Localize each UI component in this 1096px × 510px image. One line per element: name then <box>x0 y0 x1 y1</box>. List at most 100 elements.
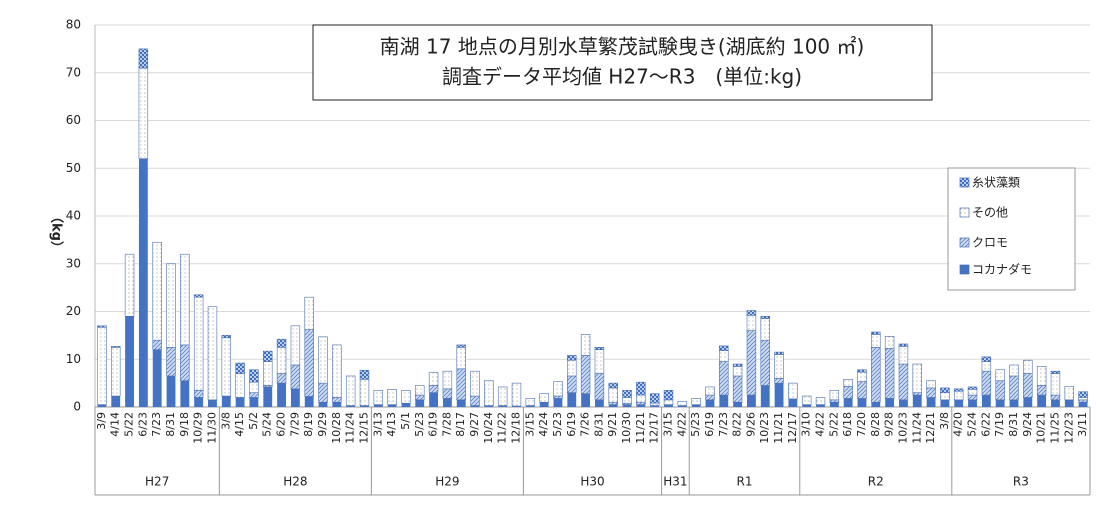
x-tick-label: 6/19 <box>703 412 716 437</box>
bar-segment <box>387 389 397 405</box>
bar-segment <box>622 397 632 404</box>
x-tick-label: 5/24 <box>966 412 979 437</box>
y-tick-label: 80 <box>66 18 81 32</box>
bar-segment <box>166 347 176 377</box>
x-tick-label: 8/17 <box>454 412 467 437</box>
bar-segment <box>747 395 756 407</box>
bar-segment <box>304 296 314 330</box>
bar-segment <box>221 337 232 397</box>
x-tick-label: 4/20 <box>952 412 965 437</box>
x-tick-label: 9/28 <box>883 412 896 437</box>
bar-segment <box>152 241 162 341</box>
bar-segment <box>567 355 577 361</box>
bar-segment <box>912 392 922 396</box>
bar-segment <box>1064 399 1074 407</box>
bar-segment <box>97 326 107 405</box>
bar-segment <box>829 389 840 401</box>
bar-segment <box>387 404 397 407</box>
bar-segment <box>967 389 978 396</box>
bar-segment <box>1023 397 1033 407</box>
bar-segment <box>871 331 881 335</box>
x-tick-label: 5/23 <box>413 412 426 437</box>
legend-label: 糸状藻類 <box>972 176 1020 190</box>
bar-segment <box>263 386 273 407</box>
x-tick-label: 10/24 <box>482 412 495 444</box>
chart-title: 調査データ平均値 H27～R3 (単位:kg) <box>442 65 802 89</box>
bar-segment <box>636 381 646 396</box>
bar-segment <box>152 339 162 350</box>
bar-segment <box>580 355 591 394</box>
bar-segment <box>705 399 715 407</box>
bar-segment <box>871 347 881 403</box>
bar-segment <box>345 375 356 406</box>
x-tick-label: 8/31 <box>1007 412 1020 437</box>
bar-segment <box>608 404 618 407</box>
bar-segment <box>235 397 245 407</box>
x-tick-label: 4/14 <box>109 412 122 437</box>
y-axis-label: （kg） <box>49 210 65 254</box>
bar-segment <box>567 375 577 393</box>
x-tick-label: 12/18 <box>509 412 522 444</box>
x-tick-label: 11/25 <box>1048 412 1061 444</box>
x-tick-label: 3/9 <box>95 412 108 430</box>
x-tick-label: 8/28 <box>869 412 882 437</box>
x-tick-label: 3/8 <box>938 412 951 430</box>
legend-swatch <box>959 207 970 218</box>
bar-segment <box>1009 375 1019 401</box>
x-tick-label: 4/22 <box>814 412 827 437</box>
bar-segment <box>940 392 950 401</box>
bar-segment <box>912 395 922 407</box>
x-tick-label: 12/17 <box>648 412 661 444</box>
bar-segment <box>898 346 909 365</box>
bar-segment <box>885 398 895 407</box>
bar-segment <box>360 405 369 407</box>
bar-segment <box>318 402 328 407</box>
x-tick-label: 12/15 <box>357 412 370 444</box>
bar-segment <box>857 381 867 399</box>
bar-segment <box>166 263 176 348</box>
x-tick-label: 9/26 <box>744 412 757 437</box>
bar-segment <box>290 325 301 366</box>
bar-segment <box>815 397 826 405</box>
bar-segment <box>1050 370 1061 374</box>
bar-segment <box>290 364 301 390</box>
x-tick-label: 11/24 <box>344 412 357 444</box>
bar-segment <box>553 398 563 407</box>
bar-segment <box>594 399 604 407</box>
bar-segment <box>428 372 439 386</box>
y-tick-label: 60 <box>66 113 81 127</box>
bar-segment <box>456 344 466 348</box>
bar-segment <box>968 399 977 407</box>
bar-segment <box>622 404 632 407</box>
bar-segment <box>498 405 508 407</box>
bar-segment <box>401 389 411 404</box>
bar-segment <box>567 359 577 377</box>
bar-segment <box>511 382 522 407</box>
bar-segment <box>843 379 853 387</box>
bar-segment <box>1078 397 1088 401</box>
legend-label: コカナダモ <box>972 262 1032 277</box>
bar-segment <box>235 362 245 374</box>
bar-segment <box>871 402 881 407</box>
bar-segment <box>981 356 992 362</box>
x-tick-label: 9/27 <box>468 412 481 437</box>
x-tick-label: 4/15 <box>233 412 246 437</box>
x-tick-label: 5/22 <box>827 412 840 437</box>
bar-segment <box>470 405 480 407</box>
bar-segment <box>732 366 743 377</box>
bar-segment <box>664 404 673 407</box>
bar-segment <box>180 380 190 407</box>
bar-segment <box>525 398 536 406</box>
bar-segment <box>415 385 425 396</box>
bar-segment <box>636 404 646 407</box>
bar-segment <box>359 379 370 406</box>
x-tick-label: 5/23 <box>689 412 702 437</box>
bar-segment <box>442 388 453 399</box>
bar-segment <box>926 397 936 407</box>
bar-segment <box>954 399 964 407</box>
bar-segment <box>594 347 605 350</box>
bar-segment <box>1023 359 1033 374</box>
y-tick-label: 40 <box>66 209 81 223</box>
x-tick-label: 7/19 <box>993 412 1006 437</box>
bar-segment <box>221 396 231 407</box>
